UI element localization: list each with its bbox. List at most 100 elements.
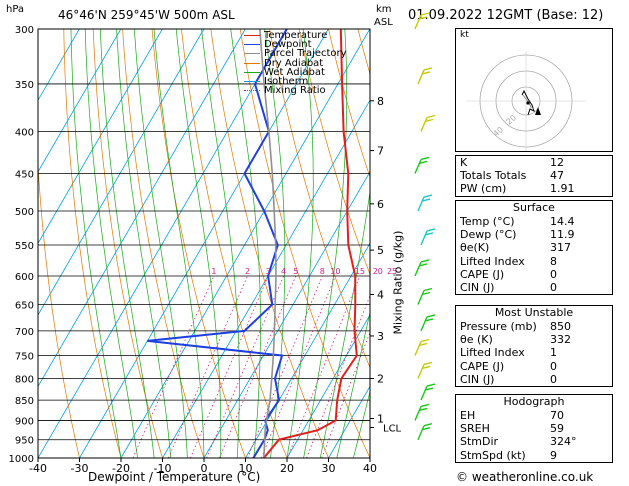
wind-barb-staff (420, 385, 428, 401)
wind-barb (417, 361, 433, 379)
km-tick-label: 7 (377, 145, 384, 158)
dry-adiabat-line (328, 29, 370, 179)
table-row: StmSpd (kt) 9 (456, 449, 612, 462)
legend-swatch (244, 35, 260, 37)
legend-item: Dry Adiabat (244, 58, 347, 68)
table-row: EH 70 (456, 409, 612, 422)
isotherm-line (38, 29, 163, 245)
x-tick-label: 0 (201, 462, 208, 475)
row-label: θe (K) (460, 333, 493, 347)
table-row: Dewp (°C) 11.9 (456, 228, 612, 241)
pressure-tick-label: 450 (15, 169, 34, 180)
pressure-tick-label: 350 (15, 80, 34, 91)
datetime-title: 01.09.2022 12GMT (Base: 12) (408, 8, 604, 23)
wind-barb-flag (418, 160, 428, 165)
table-row: Temp (°C) 14.4 (456, 215, 612, 228)
wind-barb-flag (421, 291, 431, 296)
wet-adiabat-line (336, 310, 370, 458)
wind-barb-staff (417, 290, 425, 305)
row-label: Pressure (mb) (460, 320, 537, 333)
wind-barb-flag (423, 287, 433, 292)
most-unstable-table: Most Unstable Pressure (mb) 850 θe (K) 332 Li… (455, 305, 613, 387)
indices-table: K 12 Totals Totals 47 PW (cm) 1.91 (455, 155, 613, 197)
legend-swatch (244, 90, 260, 92)
isotherm-line (38, 29, 246, 388)
mixing-ratio-label: 15 (355, 267, 365, 276)
mixing-ratio-label: 2 (245, 267, 250, 276)
wet-adiabat-line (70, 29, 122, 458)
series-line-temperature (263, 29, 358, 458)
isotherms (38, 29, 370, 458)
table-row: K 12 (456, 156, 612, 169)
mixing-ratio-label: 4 (281, 267, 286, 276)
row-value: 9 (550, 448, 557, 462)
mixing-ratio-label: 25 (387, 267, 397, 276)
wind-barb-staff (414, 159, 422, 174)
mixing-ratio-label: 20 (373, 267, 383, 276)
wind-barb-staff (417, 69, 425, 85)
row-value: 8 (550, 254, 557, 268)
pressure-tick-label: 650 (15, 301, 34, 312)
wind-barb-staff (417, 364, 425, 379)
wind-barb-flag (423, 361, 433, 366)
asl-unit-label: ASL (374, 17, 393, 28)
wind-barb-flag (424, 318, 434, 322)
table-row: Pressure (mb) 850 (456, 320, 612, 333)
row-label: EH (460, 409, 476, 422)
location-title: 46°46'N 259°45'W 500m ASL (58, 8, 235, 22)
hpa-unit-label: hPa (6, 4, 25, 15)
table-row: Lifted Index 8 (456, 255, 612, 268)
row-label: Lifted Index (460, 254, 525, 268)
legend-label: Wet Adiabat (264, 66, 325, 78)
wind-barb-flag (423, 67, 433, 71)
wind-barb-staff (414, 341, 422, 356)
x-tick-label: -20 (112, 462, 130, 475)
km-unit-label: km (376, 4, 392, 15)
isotherm-line (203, 170, 370, 458)
pressure-tick-label: 600 (15, 272, 34, 283)
pressure-tick-label: 500 (15, 207, 34, 218)
pressure-tick-label: 850 (15, 396, 34, 407)
row-value: 324° (550, 435, 577, 449)
hodograph-panel: kt 20 40 (455, 28, 613, 152)
wind-barb-staff (420, 230, 428, 246)
wind-barb (417, 194, 433, 212)
row-value: 47 (550, 169, 564, 183)
table-row: StmDir 324° (456, 435, 612, 448)
x-axis-title: Dewpoint / Temperature (°C) (88, 470, 261, 484)
x-tick-label: 30 (322, 462, 336, 475)
table-row: Totals Totals 47 (456, 169, 612, 182)
wind-barb-staff (420, 117, 428, 132)
wind-barb-flag (418, 342, 428, 347)
table-row: θe(K) 317 (456, 241, 612, 254)
dry-adiabat-line (446, 29, 455, 458)
dry-adiabat-line (38, 159, 80, 458)
row-label: CAPE (J) (460, 359, 505, 373)
legend-item: Temperature (244, 30, 347, 41)
wind-barb-flag (421, 198, 431, 202)
legend-swatch (244, 44, 260, 46)
row-label: CAPE (J) (460, 267, 505, 281)
pressure-tick-label: 900 (15, 416, 34, 427)
series-line-parcel-trajectory (259, 29, 277, 458)
wind-barb-flag (426, 314, 436, 318)
wind-barb-flag (421, 427, 431, 431)
row-value: 850 (550, 320, 571, 333)
mixing-ratio-line (321, 331, 370, 458)
legend-item: Parcel Trajectory (244, 49, 347, 59)
row-value: 11.9 (550, 228, 575, 242)
km-tick-label: 4 (377, 288, 384, 301)
mixing-ratio-axis-title: Mixing Ratio (g/kg) (391, 230, 405, 335)
x-tick-label: 40 (363, 462, 377, 475)
pressure-tick-label: 1000 (9, 454, 34, 465)
wind-barb-flag (421, 365, 431, 370)
wind-barb-flag (420, 12, 430, 16)
hodograph-ring-label: 20 (505, 113, 519, 126)
isotherm-line (38, 29, 288, 458)
hodograph-unit-label: kt (460, 30, 469, 40)
dry-adiabat-line (417, 29, 455, 458)
row-value: 1 (550, 346, 557, 360)
wind-barb (420, 228, 436, 246)
mixing-ratio-label: 10 (330, 267, 340, 276)
wind-barb-flag (420, 156, 430, 161)
